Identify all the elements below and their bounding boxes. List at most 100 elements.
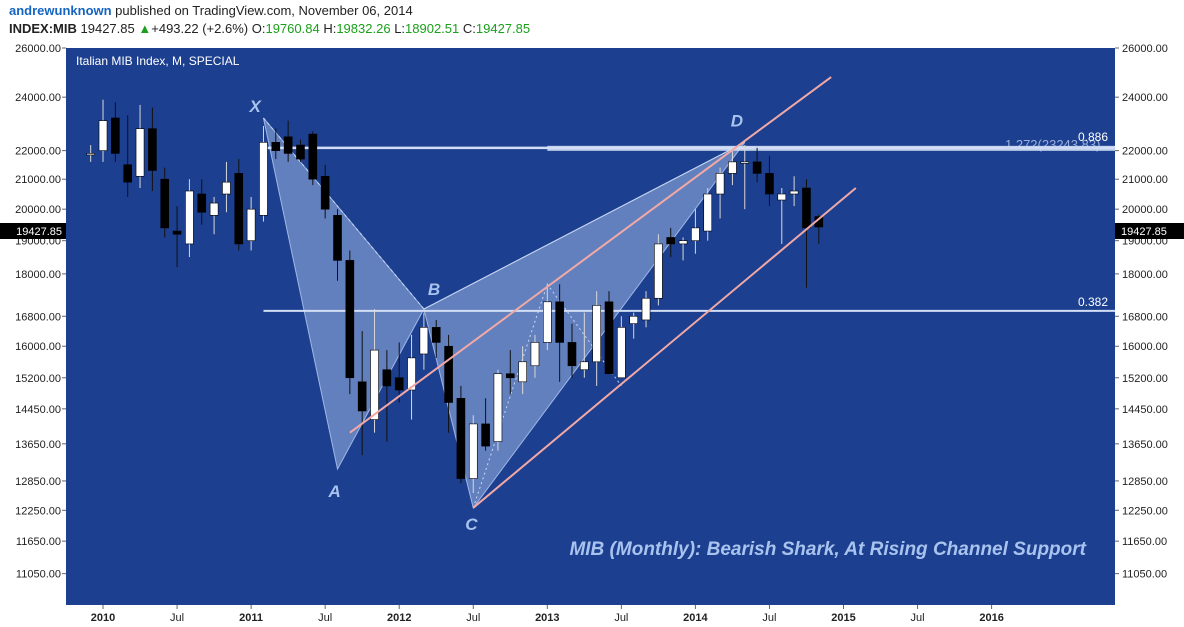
candle-body: [580, 361, 589, 371]
low-value: 18902.51: [405, 21, 460, 36]
y-tick-label-left: 24000.00: [15, 92, 61, 104]
candle: [691, 209, 700, 254]
x-tick-label: 2011: [239, 612, 263, 624]
x-tick-label: 2010: [91, 612, 115, 624]
price-chart[interactable]: 26000.00 24000.00 22000.00 21000.00 20000.00…: [0, 40, 1184, 627]
chart-annotation: MIB (Monthly): Bearish Shark, At Rising …: [569, 539, 1086, 560]
candle: [493, 369, 503, 451]
candle-body: [666, 237, 676, 245]
candle-body: [185, 190, 194, 245]
candle: [185, 179, 194, 258]
candle-body: [641, 297, 651, 321]
close-label: C:: [462, 21, 476, 36]
candle-body: [234, 173, 244, 245]
candle: [111, 102, 120, 162]
y-tick-label-left: 16000.00: [15, 341, 61, 353]
candle: [382, 350, 392, 442]
chart-title: Italian MIB Index, M, SPECIAL: [76, 54, 240, 68]
y-axis-left[interactable]: 26000.00 24000.00 22000.00 21000.00 20000.00…: [15, 43, 66, 581]
candle-body: [357, 381, 367, 412]
candle: [592, 291, 601, 386]
y-tick-label-left: 14450.00: [15, 404, 61, 416]
candle-body: [543, 301, 552, 343]
candle: [86, 145, 95, 162]
candle: [246, 197, 256, 251]
pattern-label-x: X: [248, 97, 262, 116]
y-tick-label-left: 12850.00: [15, 476, 61, 488]
y-tick-label-right: 12850.00: [1122, 476, 1168, 488]
y-axis-right[interactable]: 26000.00 24000.00 22000.00 21000.00 20000.00…: [1115, 43, 1168, 581]
candle: [505, 350, 515, 395]
y-tick-label-right: 24000.00: [1122, 92, 1168, 104]
candle-body: [333, 215, 342, 261]
candle: [357, 331, 367, 456]
candle-body: [752, 161, 762, 174]
candle: [666, 227, 676, 258]
y-tick-label-left: 20000.00: [15, 204, 61, 216]
y-tick-label-left: 21000.00: [15, 174, 61, 186]
pattern-label-c: C: [465, 515, 478, 534]
candle-body: [777, 193, 787, 201]
candle: [617, 316, 626, 379]
candle-body: [481, 423, 490, 447]
candle-body: [246, 208, 256, 241]
candle-body: [135, 128, 145, 177]
candle: [172, 206, 182, 268]
candle: [543, 284, 552, 351]
candle: [431, 319, 441, 358]
price-tag-left-text: 19427.85: [16, 226, 62, 238]
candle-body: [160, 178, 170, 229]
candle-body: [148, 128, 157, 171]
candle: [530, 334, 540, 378]
candle: [123, 115, 133, 198]
candle: [222, 161, 231, 213]
published-text: published on TradingView.com, November 0…: [111, 3, 413, 18]
candle: [209, 197, 219, 235]
candle-body: [530, 342, 540, 367]
fib-band-0886: [547, 145, 1115, 151]
x-tick-label: Jul: [466, 612, 480, 624]
high-label: H:: [323, 21, 337, 36]
y-tick-label-right: 20000.00: [1122, 204, 1168, 216]
candle-body: [296, 144, 305, 160]
candle: [765, 156, 774, 207]
y-tick-label-right: 18000.00: [1122, 269, 1168, 281]
y-tick-label-left: 12250.00: [15, 505, 61, 517]
publish-line: andrewunknown published on TradingView.c…: [9, 3, 413, 18]
candle-body: [320, 175, 330, 210]
candle-body: [407, 357, 416, 391]
y-tick-label-right: 22000.00: [1122, 146, 1168, 158]
pattern-label-a: A: [328, 482, 341, 501]
candle-body: [802, 187, 811, 229]
candle: [394, 342, 404, 403]
candle-body: [197, 193, 207, 213]
quote-line: INDEX:MIB 19427.85 ▲+493.22 (+2.6%) O:19…: [9, 21, 530, 36]
y-tick-label-right: 11050.00: [1122, 569, 1167, 581]
candle: [370, 309, 379, 433]
x-tick-label: Jul: [614, 612, 628, 624]
y-tick-label-right: 13650.00: [1122, 439, 1168, 451]
y-tick-label-right: 14450.00: [1122, 404, 1168, 416]
x-tick-label: Jul: [318, 612, 332, 624]
candle: [259, 125, 268, 222]
candle-body: [715, 173, 725, 195]
y-tick-label-right: 11650.00: [1122, 536, 1167, 548]
candle-body: [678, 240, 688, 245]
candle: [160, 167, 170, 238]
x-axis[interactable]: 2010 Jul 2011 Jul 2012 Jul 2013 Jul 2014 Jul 2015 J…: [91, 605, 1004, 624]
candle-body: [740, 161, 750, 164]
candle-body: [209, 202, 219, 216]
chart-header: andrewunknown published on TradingView.c…: [0, 0, 1184, 40]
symbol-name: INDEX:MIB: [9, 21, 77, 36]
price-tag-right: 19427.85: [1115, 223, 1184, 239]
candle: [148, 107, 157, 192]
candle: [197, 179, 207, 225]
candle: [419, 312, 429, 370]
candle: [308, 131, 318, 186]
x-tick-label: 2012: [387, 612, 411, 624]
candle-body: [98, 120, 108, 151]
author-link[interactable]: andrewunknown: [9, 3, 112, 18]
candle: [283, 120, 293, 162]
y-tick-label-right: 26000.00: [1122, 43, 1168, 55]
candle-body: [765, 173, 774, 195]
